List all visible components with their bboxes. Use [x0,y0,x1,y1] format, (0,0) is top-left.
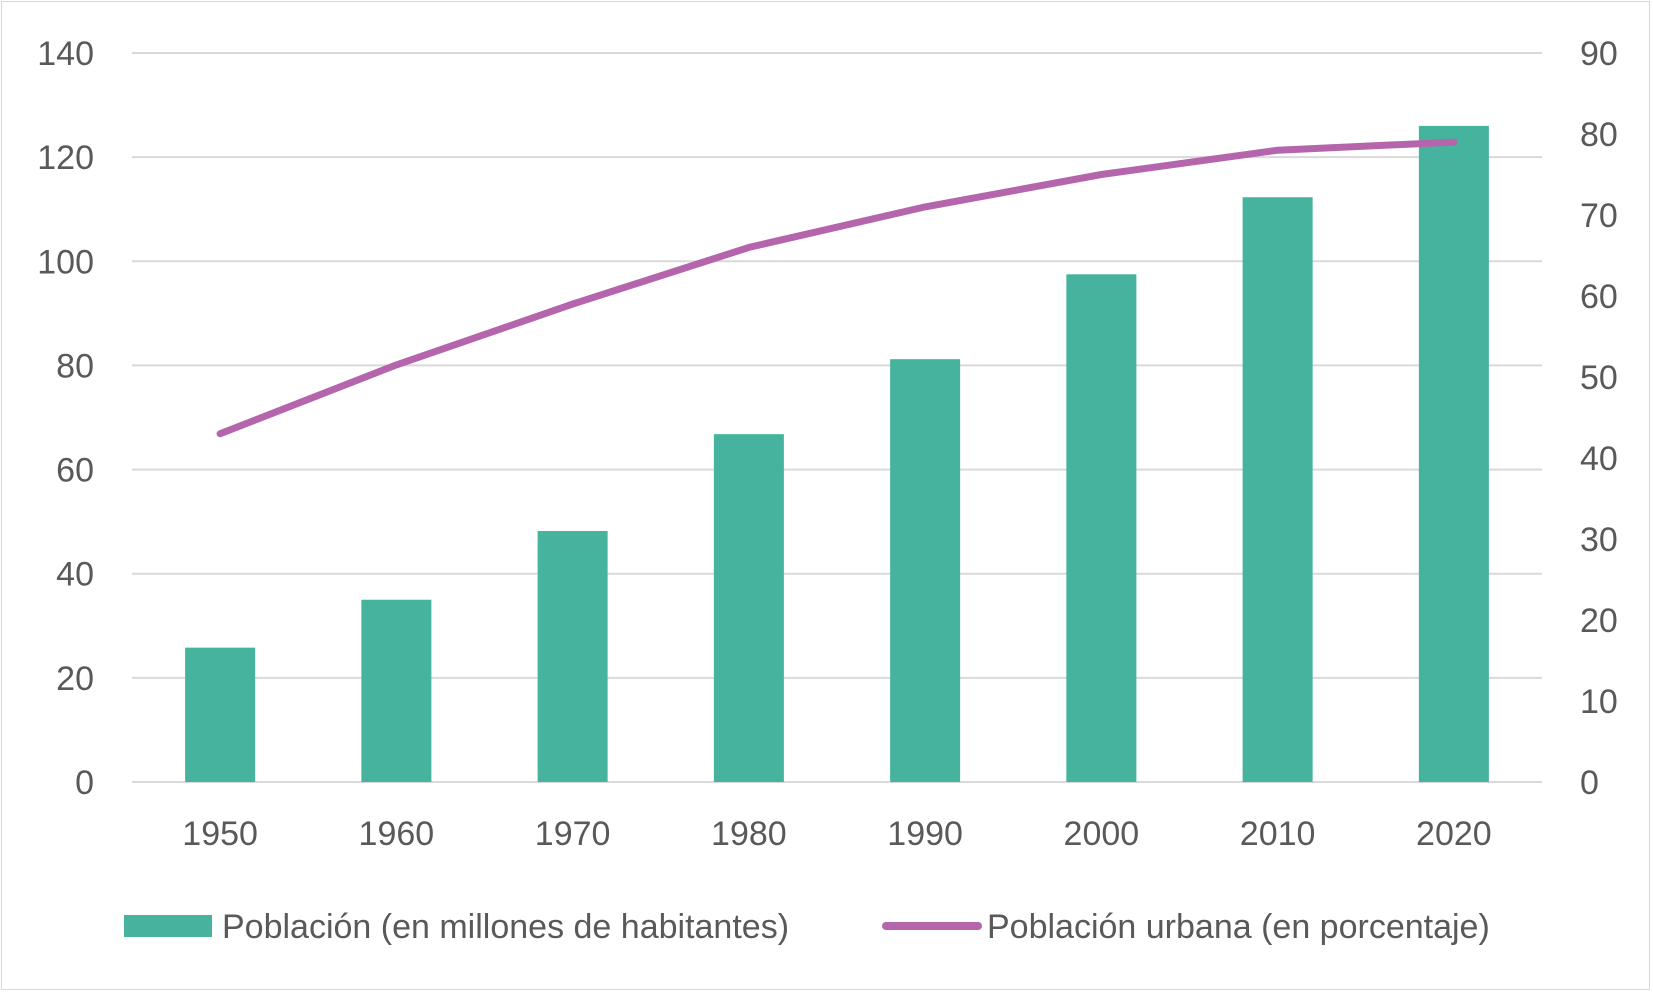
left-axis-ticks: 0 20 40 60 80 100 120 140 [37,35,94,802]
left-axis-tick-label: 100 [37,243,94,281]
left-axis-tick-label: 140 [37,35,94,73]
urban-population-line [216,138,1458,438]
legend-swatch-population [124,915,212,937]
bar-1990 [890,359,961,782]
line-series [216,138,1458,438]
bar-1980 [713,434,784,782]
line-point-1990 [924,205,927,208]
x-axis-tick-label: 1980 [711,815,787,853]
left-axis-tick-label: 20 [56,660,94,698]
bar-1950 [185,647,256,782]
left-axis-tick-label: 40 [56,556,94,594]
right-axis-tick-label: 30 [1580,521,1618,559]
bar-2000 [1066,274,1137,782]
x-axis-tick-label: 1970 [535,815,611,853]
x-axis-tick-label: 1950 [182,815,258,853]
right-axis-ticks: 0 10 20 30 40 50 60 70 80 90 [1580,35,1618,802]
right-axis-tick-label: 60 [1580,278,1618,316]
x-axis-tick-label: 2020 [1416,815,1492,853]
legend-label-urban: Población urbana (en porcentaje) [987,908,1490,946]
line-point-2020 [1452,141,1455,144]
x-axis-tick-label: 1990 [887,815,963,853]
x-axis-tick-label: 2010 [1240,815,1316,853]
x-axis-tick-label: 1960 [359,815,435,853]
line-point-2010 [1276,149,1279,152]
line-point-1950 [219,432,222,435]
x-axis-ticks: 1950 1960 1970 1980 1990 2000 2010 2020 [182,815,1491,853]
right-axis-tick-label: 40 [1580,440,1618,478]
x-axis-tick-label: 2000 [1064,815,1140,853]
bar-2020 [1418,125,1489,782]
right-axis-tick-label: 0 [1580,764,1599,802]
line-point-1980 [747,246,750,249]
left-axis-tick-label: 80 [56,347,94,385]
legend-label-population: Población (en millones de habitantes) [222,908,789,946]
right-axis-tick-label: 70 [1580,197,1618,235]
gridlines [132,52,1542,783]
bar-2010 [1242,197,1313,782]
right-axis-tick-label: 10 [1580,683,1618,721]
line-point-1970 [571,303,574,306]
left-axis-tick-label: 60 [56,452,94,490]
right-axis-tick-label: 20 [1580,602,1618,640]
bar-1960 [361,599,432,782]
bar-series [185,125,1489,782]
left-axis-tick-label: 0 [75,764,94,802]
line-point-1960 [395,363,398,366]
bar-1970 [537,531,608,782]
left-axis-tick-label: 120 [37,139,94,177]
legend: Población (en millones de habitantes) Po… [124,908,1490,946]
right-axis-tick-label: 50 [1580,359,1618,397]
right-axis-tick-label: 80 [1580,116,1618,154]
right-axis-tick-label: 90 [1580,35,1618,73]
line-point-2000 [1100,173,1103,176]
